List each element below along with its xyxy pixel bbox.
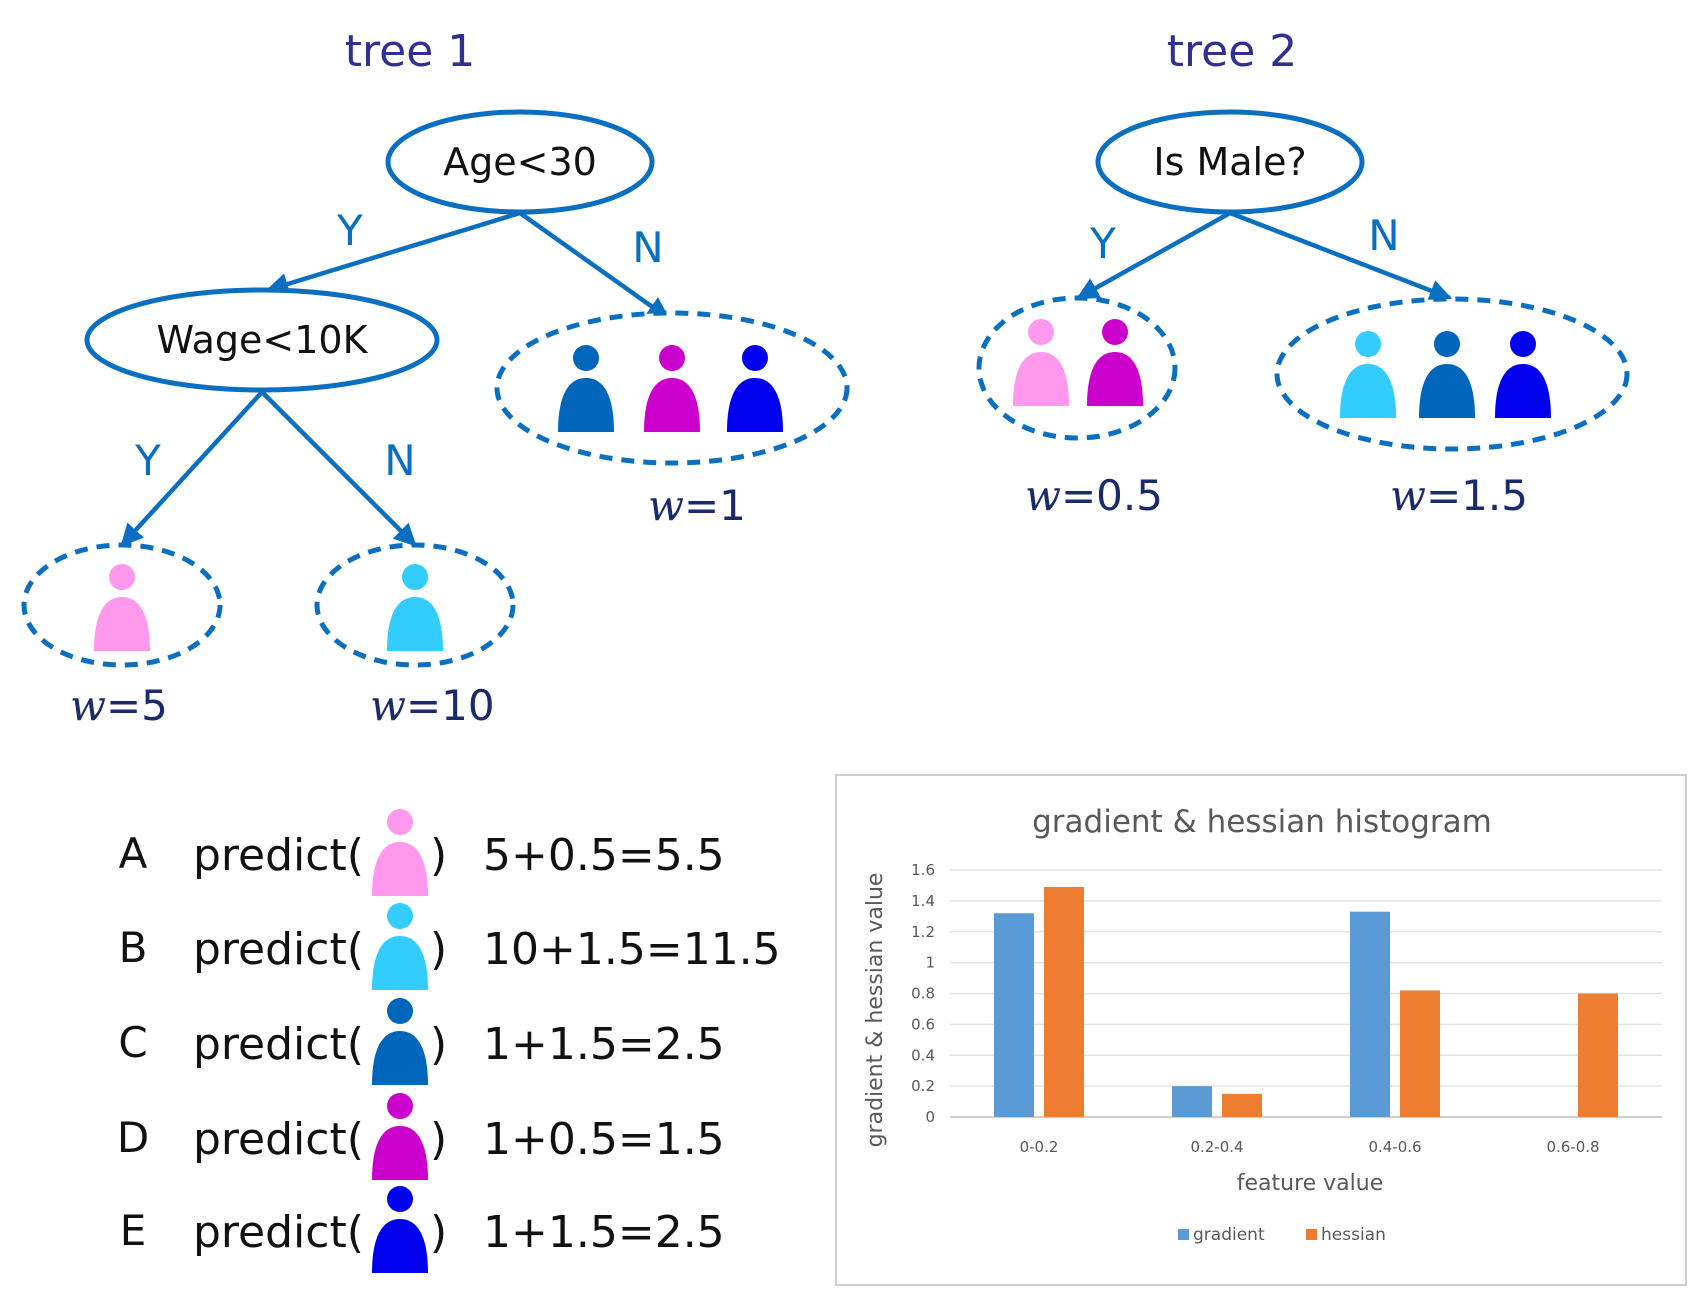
person-icon-steel-blue: [372, 998, 428, 1085]
chart-title: gradient & hessian histogram: [1032, 804, 1492, 840]
prediction-result: 5+0.5=5.5: [483, 830, 725, 881]
tree-1-inner-label: Wage<10K: [156, 318, 368, 362]
prediction-result: 1+0.5=1.5: [483, 1114, 725, 1165]
tree-1-root-no-label: N: [632, 223, 663, 272]
edge-root-no: [518, 211, 670, 320]
prediction-result: 1+1.5=2.5: [483, 1207, 725, 1258]
tree-2-leaf-2-weight: w=1.5: [1390, 471, 1528, 520]
tree-2-yes-label: Y: [1089, 219, 1116, 268]
tree-2-root-node: [1095, 109, 1365, 215]
legend-label-hessian: hessian: [1321, 1225, 1386, 1245]
histogram-chart: gradient & hessian histogram 0 0.2 0.4 0.6 0…: [835, 774, 1687, 1286]
edge-inner-yes: [120, 390, 264, 547]
y-tick-label: 1.4: [911, 892, 935, 910]
predict-suffix: ): [430, 830, 447, 881]
x-axis-title: feature value: [1237, 1171, 1384, 1196]
tree-1-leaf-3-weight: w=1: [648, 481, 746, 530]
x-tick-label: 0.6-0.8: [1546, 1138, 1599, 1156]
prediction-letter: E: [120, 1206, 147, 1255]
person-icon-magenta: [372, 1093, 428, 1180]
bar-gradient-1: [1172, 1086, 1212, 1117]
edge-tree-2-no: [1229, 210, 1453, 302]
tree-2-no-label: N: [1368, 211, 1399, 260]
predict-prefix: predict(: [193, 1207, 364, 1258]
prediction-letter: C: [118, 1018, 147, 1067]
prediction-result: 10+1.5=11.5: [483, 924, 781, 975]
edge-inner-no: [260, 390, 417, 547]
tree-1-inner-yes-label: Y: [134, 436, 161, 485]
bar-gradient-2: [1350, 911, 1390, 1117]
person-icon-pink: [372, 809, 428, 896]
y-tick-label: 0.6: [911, 1015, 935, 1033]
legend-label-gradient: gradient: [1193, 1225, 1265, 1245]
prediction-letter: B: [119, 923, 148, 972]
bar-hessian-2: [1400, 990, 1440, 1117]
person-icon-cyan: [372, 903, 428, 990]
edge-tree-2-yes: [1076, 211, 1232, 300]
legend-swatch-gradient: [1178, 1229, 1189, 1240]
y-tick-label: 0.8: [911, 985, 935, 1003]
y-axis-title: gradient & hessian value: [863, 873, 888, 1148]
bar-hessian-0: [1044, 886, 1084, 1117]
bar-gradient-0: [994, 913, 1034, 1117]
x-tick-label: 0-0.2: [1020, 1138, 1059, 1156]
y-tick-label: 1.6: [911, 861, 935, 879]
tree-1-root-label: Age<30: [443, 140, 597, 184]
tree-2: tree 2 Y N Is Male? w=0.5 w=1.5: [976, 26, 1630, 520]
tree-1-leaf-1-weight: w=5: [70, 681, 168, 730]
predict-suffix: ): [430, 1019, 447, 1070]
tree-1-inner-node: [84, 287, 440, 393]
predict-suffix: ): [430, 1207, 447, 1258]
predict-suffix: ): [430, 1114, 447, 1165]
prediction-letter: A: [119, 829, 148, 878]
x-tick-label: 0.4-0.6: [1368, 1138, 1421, 1156]
bar-hessian-3: [1578, 993, 1618, 1117]
tree-2-root-label: Is Male?: [1153, 140, 1306, 184]
legend-swatch-hessian: [1306, 1229, 1317, 1240]
tree-1-root-node: [385, 109, 655, 215]
person-icon-blue: [372, 1186, 428, 1273]
predict-prefix: predict(: [193, 1114, 364, 1165]
tree-1-leaf-2-weight: w=10: [370, 681, 495, 730]
tree-1-title: tree 1: [345, 26, 476, 77]
chart-frame: [835, 774, 1687, 1286]
tree-2-title: tree 2: [1167, 26, 1298, 77]
y-tick-label: 1.2: [911, 923, 935, 941]
edge-root-yes: [265, 210, 521, 295]
x-tick-label: 0.2-0.4: [1190, 1138, 1243, 1156]
tree-2-leaf-1-weight: w=0.5: [1025, 471, 1163, 520]
predict-prefix: predict(: [193, 1019, 364, 1070]
prediction-result: 1+1.5=2.5: [483, 1019, 725, 1070]
y-tick-label: 0.4: [911, 1046, 935, 1064]
bar-hessian-1: [1222, 1093, 1262, 1117]
predict-prefix: predict(: [193, 830, 364, 881]
tree-1: tree 1 Y N Y N Age<30 Wage<10K w=5 w=10 …: [21, 26, 850, 730]
y-tick-label: 1: [925, 954, 935, 972]
predict-suffix: ): [430, 924, 447, 975]
prediction-letter: D: [117, 1113, 149, 1162]
tree-1-root-yes-label: Y: [336, 206, 363, 255]
tree-1-inner-no-label: N: [384, 436, 415, 485]
y-tick-label: 0: [925, 1108, 935, 1126]
predict-prefix: predict(: [193, 924, 364, 975]
tree-2-leaf-1: [976, 295, 1178, 441]
y-tick-label: 0.2: [911, 1077, 935, 1095]
